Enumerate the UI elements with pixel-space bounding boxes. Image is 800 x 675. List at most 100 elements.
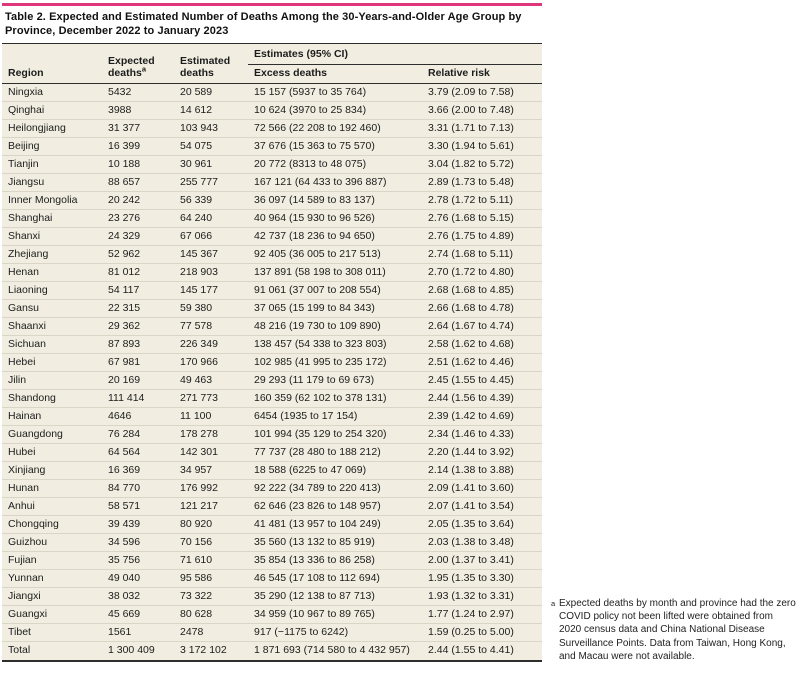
table-cell: 37 676 (15 363 to 75 570) <box>248 137 422 156</box>
table-cell: 3 172 102 <box>180 644 227 657</box>
table-cell: 10 624 (3970 to 25 834) <box>248 101 422 120</box>
table-cell: 2.44 (1.55 to 4.41) <box>428 644 514 657</box>
table-cell: 92 222 (34 789 to 220 413) <box>248 479 422 498</box>
col-header-excess-deaths: Excess deaths <box>248 64 422 84</box>
table-cell: 67 981 <box>102 353 174 372</box>
table-row: Guizhou 34 596 70 156 35 560 (13 132 to 85 … <box>2 533 543 552</box>
table-row: Guangxi 45 669 80 628 34 959 (10 967 to 89 … <box>2 605 543 624</box>
table-row: Shanghai 23 276 64 240 40 964 (15 930 to 96… <box>2 209 543 228</box>
table-cell: Beijing <box>2 137 102 156</box>
table-cell: 23 276 <box>102 209 174 228</box>
table-cell: 138 457 (54 338 to 323 803) <box>248 335 422 354</box>
table-cell: 2.74 (1.68 to 5.11) <box>422 245 543 264</box>
table-cell: 917 (−1175 to 6242) <box>248 623 422 642</box>
table-cell: 1 871 693 (714 580 to 4 432 957) <box>254 644 410 657</box>
table-cell: Yunnan <box>2 569 102 588</box>
table-cell: 1.95 (1.35 to 3.30) <box>422 569 543 588</box>
table-cell: 31 377 <box>102 119 174 138</box>
table-cell: 22 315 <box>102 299 174 318</box>
table-cell: 59 380 <box>174 299 248 318</box>
table-cell: 145 177 <box>174 281 248 300</box>
col-header-expected-label: Expected deaths <box>108 55 155 79</box>
table-row: Jiangsu 88 657 255 777 167 121 (64 433 to 3… <box>2 173 543 192</box>
table-row: Hubei 64 564 142 301 77 737 (28 480 to 188 … <box>2 443 543 462</box>
table-cell: 6454 (1935 to 17 154) <box>248 407 422 426</box>
table-row: Guangdong 76 284 178 278 101 994 (35 129 to… <box>2 425 543 444</box>
table-cell: 2.76 (1.68 to 5.15) <box>422 209 543 228</box>
table-row: Sichuan 87 893 226 349 138 457 (54 338 to 3… <box>2 335 543 354</box>
table-cell: 255 777 <box>174 173 248 192</box>
table-cell: 88 657 <box>102 173 174 192</box>
table-cell: 2.03 (1.38 to 3.48) <box>422 533 543 552</box>
table-cell: 42 737 (18 236 to 94 650) <box>248 227 422 246</box>
table-cell: 2478 <box>174 623 248 642</box>
table-cell: 2.09 (1.41 to 3.60) <box>422 479 543 498</box>
table-cell: Inner Mongolia <box>2 191 102 210</box>
table-cell: 142 301 <box>174 443 248 462</box>
table-cell: 1.93 (1.32 to 3.31) <box>422 587 543 606</box>
table-cell: Fujian <box>2 551 102 570</box>
table-cell: 218 903 <box>174 263 248 282</box>
table-cell: 121 217 <box>174 497 248 516</box>
footnote-marker: a <box>551 599 556 608</box>
table-cell: 35 854 (13 336 to 86 258) <box>248 551 422 570</box>
table-cell: 10 188 <box>102 155 174 174</box>
table-cell: Shaanxi <box>2 317 102 336</box>
table-cell: Liaoning <box>2 281 102 300</box>
table-cell: 2.00 (1.37 to 3.41) <box>422 551 543 570</box>
table-cell: 72 566 (22 208 to 192 460) <box>248 119 422 138</box>
table-cell: 2.89 (1.73 to 5.48) <box>422 173 543 192</box>
table-cell: 3.30 (1.94 to 5.61) <box>422 137 543 156</box>
table-cell: Qinghai <box>2 101 102 120</box>
table-cell: 54 075 <box>174 137 248 156</box>
table-cell: Hebei <box>2 353 102 372</box>
table-row: Ningxia 5432 20 589 15 157 (5937 to 35 764)… <box>2 83 543 102</box>
table-row: Xinjiang 16 369 34 957 18 588 (6225 to 47 0… <box>2 461 543 480</box>
table-cell: 15 157 (5937 to 35 764) <box>248 83 422 102</box>
table-cell: 76 284 <box>102 425 174 444</box>
table-row: Liaoning 54 117 145 177 91 061 (37 007 to 2… <box>2 281 543 300</box>
table-cell: Total <box>8 644 31 657</box>
table-row: Heilongjiang 31 377 103 943 72 566 (22 208 … <box>2 119 543 138</box>
table-row: Fujian 35 756 71 610 35 854 (13 336 to 86 2… <box>2 551 543 570</box>
table-cell: Shandong <box>2 389 102 408</box>
table-cell: 2.44 (1.56 to 4.39) <box>422 389 543 408</box>
table-cell: 1.77 (1.24 to 2.97) <box>422 605 543 624</box>
table-cell: 41 481 (13 957 to 104 249) <box>248 515 422 534</box>
table-cell: 34 959 (10 967 to 89 765) <box>248 605 422 624</box>
table-cell: 29 293 (11 179 to 69 673) <box>248 371 422 390</box>
table-cell: 160 359 (62 102 to 378 131) <box>248 389 422 408</box>
table-cell: Hubei <box>2 443 102 462</box>
table-cell: 35 756 <box>102 551 174 570</box>
table-cell: Xinjiang <box>2 461 102 480</box>
table2-card: Table 2. Expected and Estimated Number o… <box>2 3 543 662</box>
table-row: Total 1 300 409 3 172 102 1 871 693 (714 58… <box>2 642 542 660</box>
table-cell: 36 097 (14 589 to 83 137) <box>248 191 422 210</box>
table-cell: 80 628 <box>174 605 248 624</box>
col-header-relrisk-label: Relative risk <box>428 66 490 79</box>
table-cell: 102 985 (41 995 to 235 172) <box>248 353 422 372</box>
table-cell: Gansu <box>2 299 102 318</box>
table-cell: Sichuan <box>2 335 102 354</box>
table-cell: 2.05 (1.35 to 3.64) <box>422 515 543 534</box>
table-cell: 38 032 <box>102 587 174 606</box>
table-cell: 70 156 <box>174 533 248 552</box>
table-cell: 20 242 <box>102 191 174 210</box>
table-cell: 49 040 <box>102 569 174 588</box>
table-cell: 37 065 (15 199 to 84 343) <box>248 299 422 318</box>
table-cell: Jiangsu <box>2 173 102 192</box>
table-cell: 2.58 (1.62 to 4.68) <box>422 335 543 354</box>
table-footnote: a Expected deaths by month and province … <box>550 597 796 663</box>
table-row: Gansu 22 315 59 380 37 065 (15 199 to 84 34… <box>2 299 543 318</box>
table-cell: 2.39 (1.42 to 4.69) <box>422 407 543 426</box>
table-cell: 77 737 (28 480 to 188 212) <box>248 443 422 462</box>
table-cell: 145 367 <box>174 245 248 264</box>
table-cell: 111 414 <box>102 389 174 408</box>
table-cell: 167 121 (64 433 to 396 887) <box>248 173 422 192</box>
table-cell: 87 893 <box>102 335 174 354</box>
table-row: Tibet 1561 2478 917 (−1175 to 6242) 1.59 (0.… <box>2 623 543 642</box>
table-cell: 73 322 <box>174 587 248 606</box>
table-cell: 20 772 (8313 to 48 075) <box>248 155 422 174</box>
table-cell: 2.07 (1.41 to 3.54) <box>422 497 543 516</box>
col-header-estimated-deaths: Estimated deaths <box>174 44 248 84</box>
